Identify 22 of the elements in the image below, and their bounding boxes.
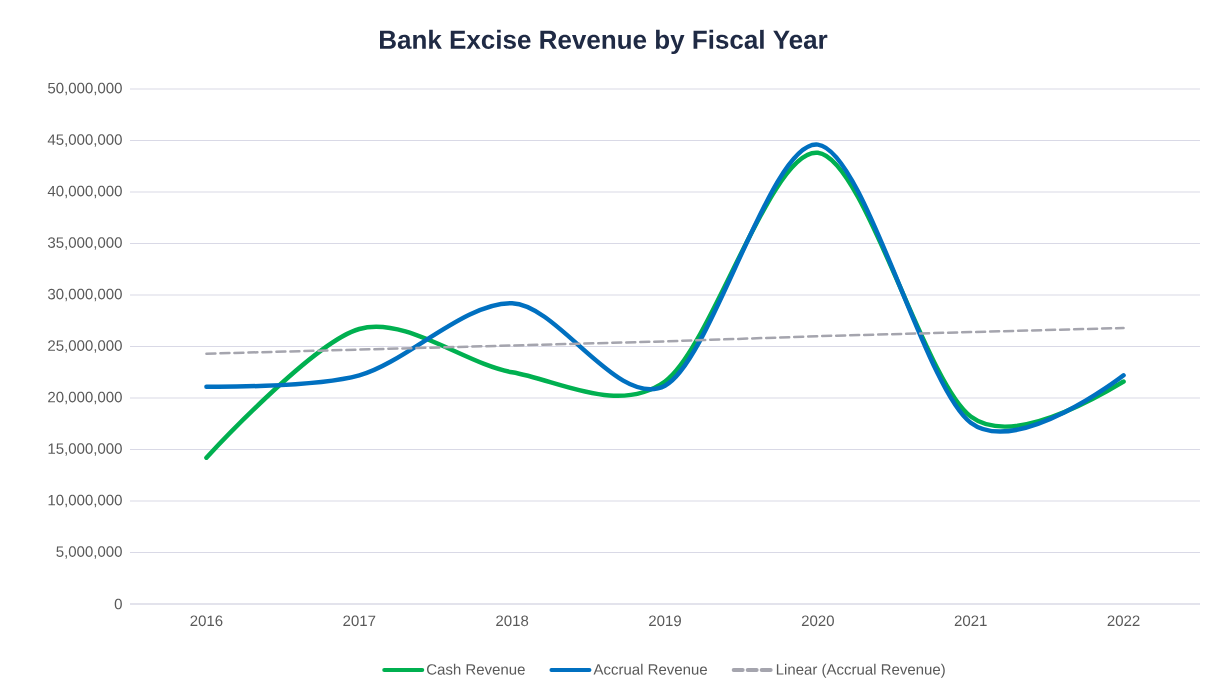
y-tick-label: 50,000,000 <box>48 82 122 96</box>
x-tick-label: 2016 <box>190 615 223 627</box>
legend-label: Accrual Revenue <box>593 663 707 675</box>
y-tick-label: 25,000,000 <box>48 340 122 353</box>
y-tick-label: 40,000,000 <box>47 185 122 199</box>
y-tick-label: 30,000,000 <box>47 288 122 302</box>
x-tick-label: 2018 <box>496 615 529 627</box>
y-tick-label: 20,000,000 <box>48 391 122 405</box>
x-tick-label: 2017 <box>343 615 376 627</box>
x-tick-label: 2020 <box>801 615 834 627</box>
y-tick-label: 35,000,000 <box>47 237 122 250</box>
y-tick-label: 5,000,000 <box>56 546 122 559</box>
y-tick-label: 45,000,000 <box>47 134 122 147</box>
legend-label: Cash Revenue <box>427 663 525 675</box>
legend-label: Linear (Accrual Revenue) <box>776 663 945 678</box>
x-tick-label: 2022 <box>1107 615 1140 627</box>
chart-title: Bank Excise Revenue by Fiscal Year <box>380 29 828 55</box>
x-tick-label: 2019 <box>649 615 681 627</box>
y-tick-label: 15,000,000 <box>48 443 122 456</box>
y-tick-label: 10,000,000 <box>48 494 122 508</box>
y-tick-label: 0 <box>114 598 122 610</box>
x-tick-label: 2021 <box>954 615 987 627</box>
